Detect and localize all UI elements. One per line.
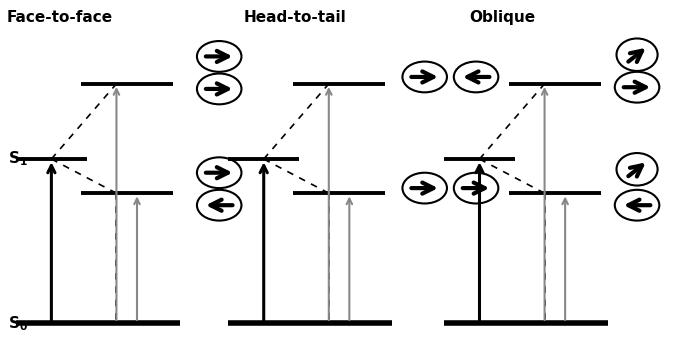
Text: $\mathbf{S_0}$: $\mathbf{S_0}$ — [8, 314, 28, 332]
Text: Head-to-tail: Head-to-tail — [243, 10, 346, 25]
Text: Face-to-face: Face-to-face — [7, 10, 113, 25]
Text: Oblique: Oblique — [469, 10, 536, 25]
Text: $\mathbf{S_1}$: $\mathbf{S_1}$ — [8, 150, 28, 168]
